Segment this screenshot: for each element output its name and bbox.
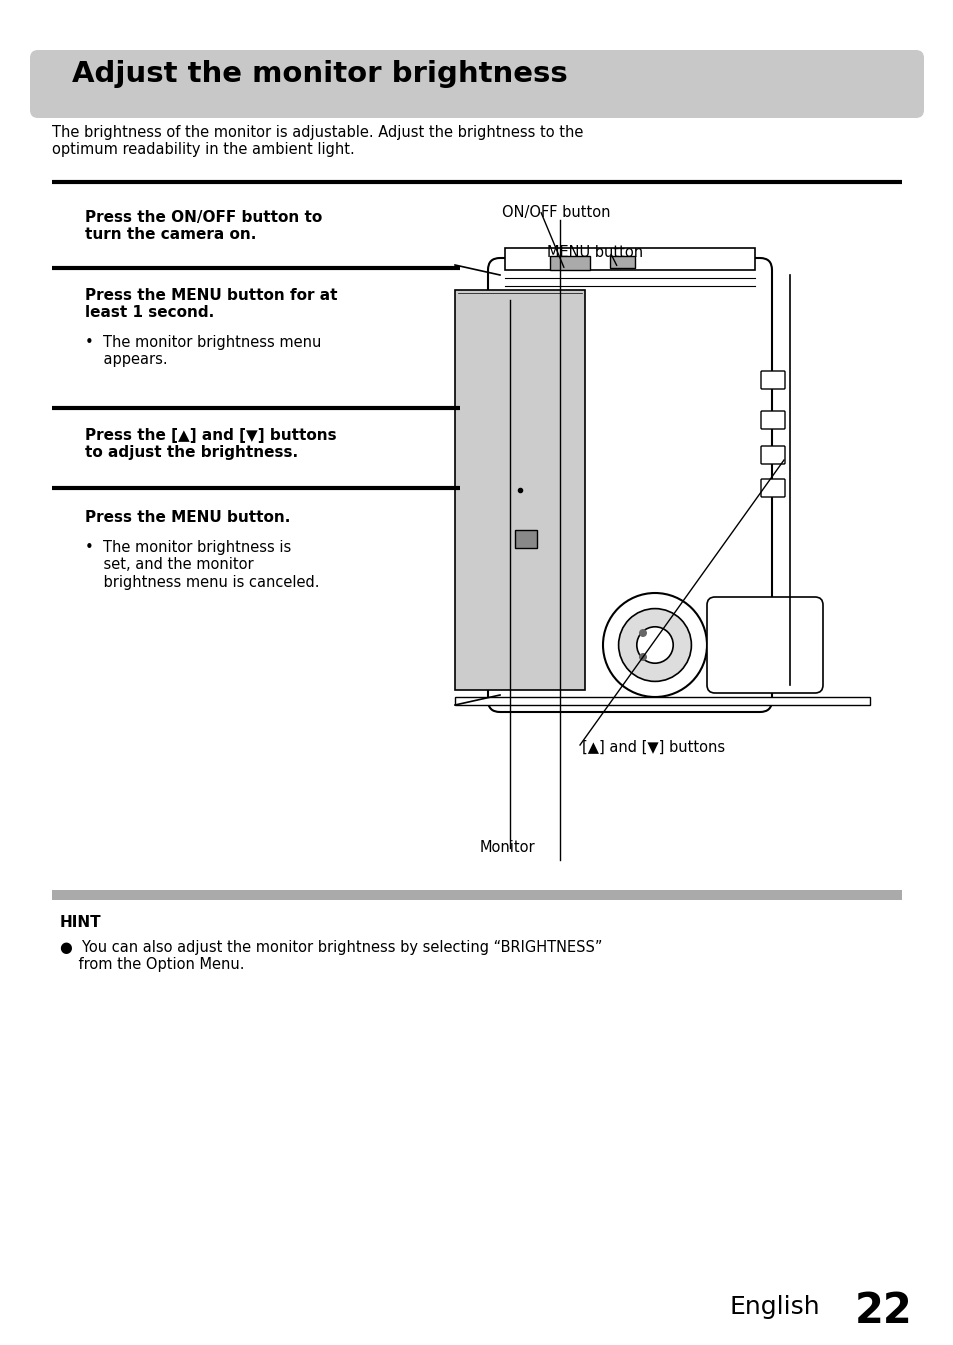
Text: MENU button: MENU button [546,245,642,260]
FancyBboxPatch shape [760,371,784,389]
Bar [504,247,754,270]
Bar [550,256,589,270]
Text: ●  You can also adjust the monitor brightness by selecting “BRIGHTNESS”
    from: ● You can also adjust the monitor bright… [60,940,602,972]
FancyBboxPatch shape [30,50,923,118]
Circle shape [602,593,706,697]
Text: Press the ON/OFF button to
turn the camera on.: Press the ON/OFF button to turn the came… [85,210,322,242]
Text: The brightness of the monitor is adjustable. Adjust the brightness to the
optimu: The brightness of the monitor is adjusta… [52,125,583,157]
Text: ON/OFF button: ON/OFF button [501,204,610,221]
FancyBboxPatch shape [760,412,784,429]
Circle shape [639,654,646,660]
Circle shape [618,608,691,682]
Text: English: English [729,1295,820,1319]
FancyBboxPatch shape [488,258,771,712]
Bar [52,890,901,900]
Bar [455,697,869,705]
Text: Press the MENU button for at
least 1 second.: Press the MENU button for at least 1 sec… [85,288,337,320]
Text: Adjust the monitor brightness: Adjust the monitor brightness [71,61,567,87]
FancyBboxPatch shape [760,479,784,498]
Circle shape [639,629,646,638]
Bar [515,530,537,547]
FancyBboxPatch shape [760,447,784,464]
Text: •  The monitor brightness is
    set, and the monitor
    brightness menu is can: • The monitor brightness is set, and the… [85,539,319,590]
Circle shape [637,627,673,663]
Text: HINT: HINT [60,915,102,929]
Text: 22: 22 [854,1290,912,1332]
Text: Monitor: Monitor [479,841,535,855]
Text: [▲] and [▼] buttons: [▲] and [▼] buttons [581,740,724,755]
Text: •  The monitor brightness menu
    appears.: • The monitor brightness menu appears. [85,335,321,367]
Text: Press the [▲] and [▼] buttons
to adjust the brightness.: Press the [▲] and [▼] buttons to adjust … [85,428,336,460]
FancyBboxPatch shape [706,597,822,693]
Bar [455,291,584,690]
Bar [609,256,635,268]
Text: Press the MENU button.: Press the MENU button. [85,510,290,525]
